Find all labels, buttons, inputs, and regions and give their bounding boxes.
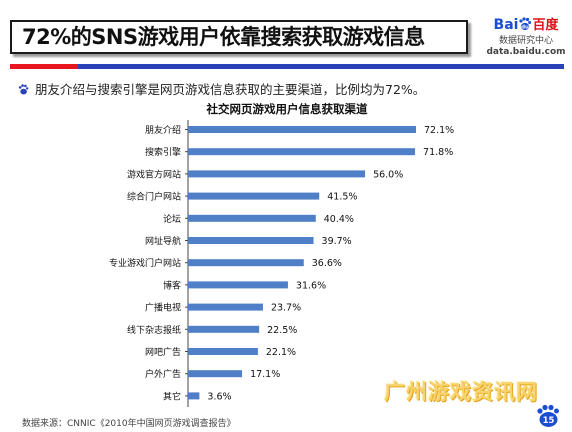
category-label: 朋友介绍	[145, 124, 181, 136]
bullet-text: 朋友介绍与搜索引擎是网页游戏信息获取的主要渠道，比例均为72%。	[35, 82, 426, 97]
data-label: 72.1%	[424, 125, 454, 136]
data-label: 3.6%	[207, 391, 231, 402]
logo-url: data.baidu.com	[486, 47, 566, 57]
data-label: 17.1%	[250, 369, 280, 380]
source-note: 数据来源：CNNIC《2010年中国网页游戏调查报告》	[22, 419, 236, 429]
category-label: 广播电视	[145, 302, 181, 314]
bar	[188, 348, 258, 355]
title-underline-blue	[78, 64, 564, 69]
paw-toe	[542, 404, 548, 411]
category-label: 专业游戏门户网站	[109, 257, 181, 269]
bar	[188, 281, 288, 289]
logo-brand: Bai du 百度	[486, 16, 566, 35]
category-label: 游戏官方网站	[127, 168, 181, 180]
data-label: 39.7%	[322, 236, 352, 247]
chart-title: 社交网页游戏用户信息获取渠道	[206, 102, 368, 116]
data-label: 23.7%	[271, 303, 301, 314]
title-underline-red	[10, 64, 78, 69]
data-label: 31.6%	[296, 280, 326, 291]
bar	[188, 192, 320, 200]
baidu-logo: Bai du 百度 数据研究中心 data.baidu.com	[486, 16, 566, 62]
category-label: 线下杂志报纸	[127, 324, 181, 336]
bar	[188, 170, 366, 178]
data-label: 56.0%	[373, 169, 403, 180]
category-label: 网址导航	[145, 235, 181, 247]
page-number: 15	[543, 416, 555, 426]
bar	[188, 370, 243, 378]
category-label: 户外广告	[145, 368, 181, 380]
bar	[188, 237, 314, 244]
data-label: 71.8%	[423, 147, 453, 158]
slide-title: 72%的SNS游戏用户依靠搜索获取游戏信息	[10, 20, 468, 54]
paw-toe	[548, 404, 554, 411]
logo-du-text: du	[522, 24, 530, 30]
page-number-badge: 15	[537, 404, 559, 427]
paw-toe	[537, 408, 543, 414]
paw-toe	[554, 408, 559, 414]
data-label: 41.5%	[327, 192, 357, 203]
logo-bai-text: Bai	[493, 17, 519, 33]
category-label: 网吧广告	[145, 346, 181, 358]
bar	[188, 325, 260, 333]
bar	[188, 303, 263, 311]
bar	[188, 214, 316, 222]
paw-bullet-icon	[18, 84, 29, 95]
data-label: 40.4%	[324, 214, 354, 225]
bar	[188, 148, 416, 156]
logo-cn-text: 百度	[532, 18, 559, 33]
data-label: 22.5%	[267, 325, 297, 336]
paw-pad	[539, 412, 558, 427]
bar	[188, 126, 416, 133]
logo-subtitle: 数据研究中心	[498, 36, 553, 46]
category-label: 搜索引擎	[145, 146, 181, 158]
bar	[188, 392, 200, 400]
bar	[188, 259, 304, 267]
bullet-point: 朋友介绍与搜索引擎是网页游戏信息获取的主要渠道，比例均为72%。	[18, 79, 425, 98]
watermark-text: 广州游戏资讯网	[384, 380, 538, 404]
category-label: 其它	[163, 390, 181, 402]
category-label: 博客	[163, 279, 181, 291]
category-label: 论坛	[163, 213, 181, 225]
data-label: 22.1%	[266, 347, 296, 358]
baidu-paw-icon: du	[519, 17, 532, 30]
category-label: 综合门户网站	[127, 191, 181, 203]
data-label: 36.6%	[312, 258, 342, 269]
